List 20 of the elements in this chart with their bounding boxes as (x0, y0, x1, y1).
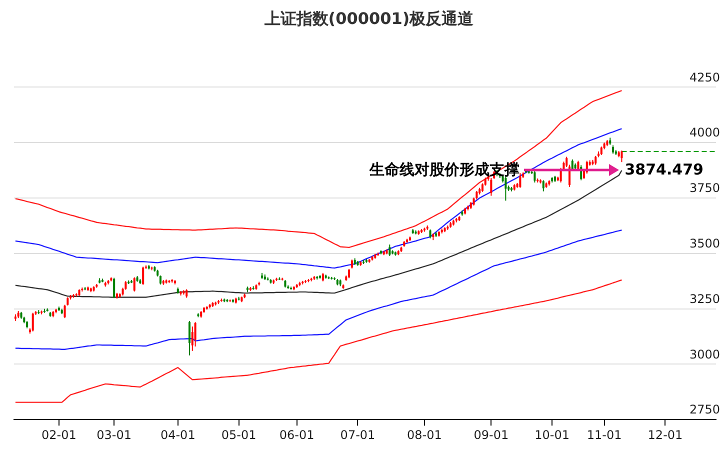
x-tick-label: 10-01 (534, 428, 570, 442)
x-tick-label: 05-01 (221, 428, 256, 442)
y-tick-label: 3500 (689, 236, 720, 251)
x-tick-label: 02-01 (42, 428, 76, 442)
x-tick-label: 12-01 (648, 428, 683, 442)
x-tick-label: 11-01 (586, 428, 622, 442)
x-tick-label: 08-01 (407, 428, 442, 442)
y-tick-label: 4250 (689, 70, 720, 84)
x-tick-label: 06-01 (279, 428, 314, 442)
x-tick-label: 09-01 (474, 428, 509, 442)
y-tick-label: 3750 (689, 181, 720, 196)
y-tick-label: 3000 (689, 347, 720, 362)
y-tick-label: 4000 (689, 126, 720, 140)
y-tick-label: 2750 (689, 402, 720, 417)
y-tick-label: 3250 (689, 292, 720, 306)
x-tick-label: 03-01 (96, 428, 132, 442)
x-tick-label: 04-01 (160, 428, 196, 442)
x-tick-label: 07-01 (340, 428, 376, 442)
data-label: 3874.479 (624, 160, 704, 178)
chart-title: 上证指数(000001)极反通道 (263, 8, 475, 28)
